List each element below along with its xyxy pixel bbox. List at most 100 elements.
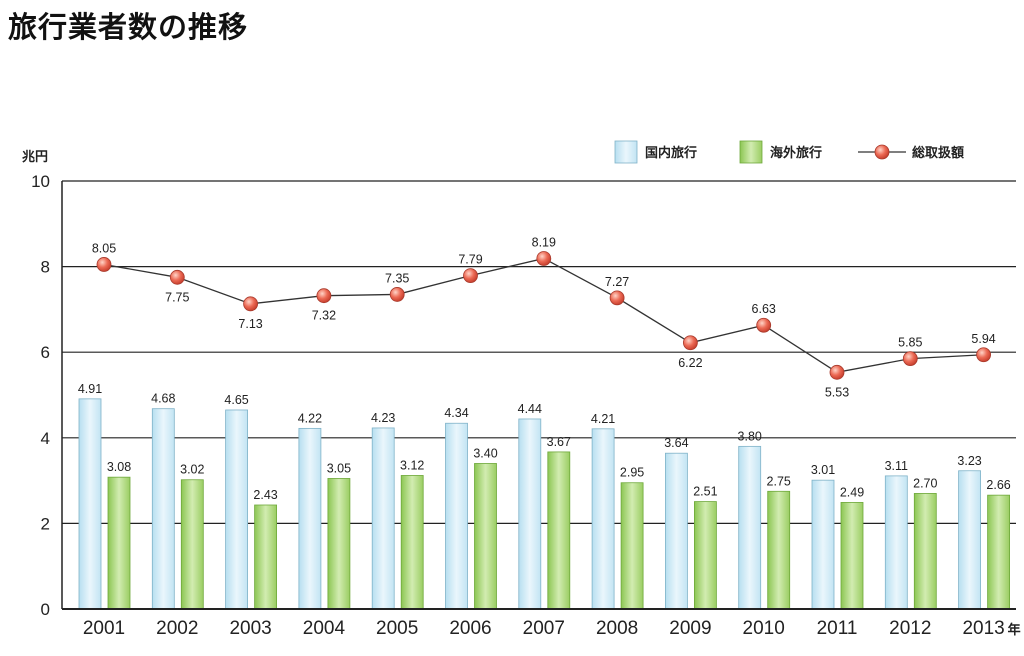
data-labels: 4.91 3.08 4.68 3.02 4.65 2.43 4.22 3.05 4.23 3.12… bbox=[78, 235, 1011, 502]
total-point bbox=[389, 287, 405, 302]
total-point bbox=[169, 269, 185, 285]
data-label-total: 7.79 bbox=[458, 253, 482, 267]
data-label-domestic: 3.11 bbox=[885, 459, 908, 473]
bar-overseas bbox=[840, 502, 864, 610]
legend-swatch-domestic bbox=[614, 140, 638, 164]
y-axis-unit: 兆円 bbox=[22, 149, 48, 165]
y-tick-label: 2 bbox=[41, 514, 50, 533]
x-tick-label: 2011 bbox=[817, 618, 858, 639]
x-tick-label: 2012 bbox=[889, 618, 931, 639]
bar-domestic bbox=[811, 479, 835, 610]
data-label-domestic: 4.91 bbox=[78, 382, 102, 396]
x-tick-label: 2013 bbox=[962, 618, 1004, 639]
y-tick-label: 10 bbox=[31, 172, 50, 191]
total-point bbox=[96, 257, 112, 272]
data-label-overseas: 3.40 bbox=[473, 446, 497, 460]
data-label-total: 5.53 bbox=[825, 385, 849, 399]
data-label-domestic: 3.23 bbox=[957, 454, 981, 468]
data-label-domestic: 4.34 bbox=[444, 406, 468, 420]
x-tick-label: 2006 bbox=[449, 618, 491, 639]
y-tick-label: 4 bbox=[41, 429, 50, 448]
bar-overseas bbox=[107, 476, 131, 610]
bar-overseas bbox=[913, 493, 937, 610]
total-point bbox=[536, 251, 552, 266]
bar-overseas bbox=[987, 494, 1010, 610]
x-tick-label: 2010 bbox=[743, 618, 785, 639]
data-label-overseas: 3.08 bbox=[107, 460, 131, 474]
x-tick-label: 2004 bbox=[303, 618, 346, 639]
page-title: 旅行業者数の推移 bbox=[8, 10, 249, 44]
bar-domestic bbox=[78, 398, 102, 610]
data-label-overseas: 3.67 bbox=[547, 435, 571, 449]
total-point bbox=[609, 290, 625, 306]
legend-label-overseas: 海外旅行 bbox=[770, 145, 822, 161]
bar-overseas bbox=[254, 504, 278, 610]
bar-domestic bbox=[738, 445, 762, 610]
x-tick-label: 2008 bbox=[596, 618, 638, 639]
data-label-domestic: 4.44 bbox=[518, 402, 542, 416]
bar-domestic bbox=[518, 418, 542, 610]
data-label-overseas: 2.75 bbox=[767, 474, 791, 488]
y-tick-label: 6 bbox=[41, 343, 50, 362]
data-label-overseas: 2.43 bbox=[253, 488, 277, 502]
bar-domestic bbox=[958, 470, 981, 610]
bar-overseas bbox=[694, 501, 717, 610]
total-point bbox=[902, 351, 918, 367]
data-label-overseas: 3.05 bbox=[327, 461, 351, 475]
bar-overseas bbox=[620, 482, 644, 610]
y-tick-label: 8 bbox=[41, 258, 50, 277]
total-line-path bbox=[103, 257, 984, 374]
bar-overseas bbox=[474, 463, 497, 610]
total-point bbox=[243, 296, 259, 312]
bar-domestic bbox=[665, 452, 688, 610]
total-point bbox=[463, 268, 478, 283]
bar-overseas bbox=[327, 478, 351, 610]
x-tick-label: 2005 bbox=[376, 618, 418, 639]
bar-domestic bbox=[225, 409, 249, 610]
data-label-overseas: 3.12 bbox=[400, 458, 424, 472]
data-label-total: 5.94 bbox=[971, 332, 995, 346]
legend: 国内旅行 海外旅行 総取扱額 bbox=[614, 140, 964, 164]
data-label-overseas: 2.95 bbox=[620, 466, 644, 480]
data-label-domestic: 4.22 bbox=[298, 411, 322, 425]
data-label-overseas: 2.66 bbox=[986, 478, 1010, 492]
data-label-overseas: 3.02 bbox=[180, 463, 204, 477]
legend-label-total: 総取扱額 bbox=[912, 145, 964, 161]
data-label-total: 7.32 bbox=[312, 309, 336, 323]
bar-overseas bbox=[400, 475, 424, 610]
data-label-total: 7.27 bbox=[605, 275, 629, 289]
total-line bbox=[96, 251, 991, 380]
bar-domestic bbox=[591, 428, 615, 610]
total-point bbox=[976, 347, 991, 363]
data-label-domestic: 3.80 bbox=[738, 429, 762, 443]
data-label-total: 5.85 bbox=[898, 336, 922, 350]
data-label-total: 7.13 bbox=[238, 317, 262, 331]
data-label-total: 8.19 bbox=[532, 235, 556, 249]
data-label-total: 6.22 bbox=[678, 356, 702, 370]
bar-domestic bbox=[884, 475, 908, 610]
bar-overseas bbox=[180, 479, 204, 610]
data-label-domestic: 3.01 bbox=[811, 463, 835, 477]
data-label-overseas: 2.51 bbox=[693, 485, 717, 499]
x-tick-label: 2001 bbox=[83, 618, 125, 639]
data-label-domestic: 4.65 bbox=[224, 393, 248, 407]
bars bbox=[78, 398, 1010, 610]
bar-domestic bbox=[298, 427, 322, 610]
data-label-domestic: 3.64 bbox=[664, 436, 688, 450]
total-point bbox=[316, 288, 332, 304]
data-label-overseas: 2.70 bbox=[913, 476, 937, 490]
bar-overseas bbox=[547, 451, 571, 610]
bar-domestic bbox=[151, 408, 175, 610]
x-tick-label: 2003 bbox=[229, 618, 271, 639]
x-tick-label: 2009 bbox=[669, 618, 711, 639]
legend-swatch-overseas bbox=[739, 140, 763, 164]
x-tick-label: 2007 bbox=[523, 618, 565, 639]
data-label-total: 7.75 bbox=[165, 290, 189, 304]
data-label-domestic: 4.21 bbox=[591, 412, 615, 426]
axes: 0 2 4 6 8 10 兆円 2001 2002 2003 2004 2005 2006 2007 200… bbox=[22, 149, 1021, 639]
total-point bbox=[756, 317, 772, 333]
data-label-domestic: 4.68 bbox=[151, 392, 175, 406]
bar-domestic bbox=[371, 427, 395, 610]
bar-domestic bbox=[445, 422, 468, 610]
